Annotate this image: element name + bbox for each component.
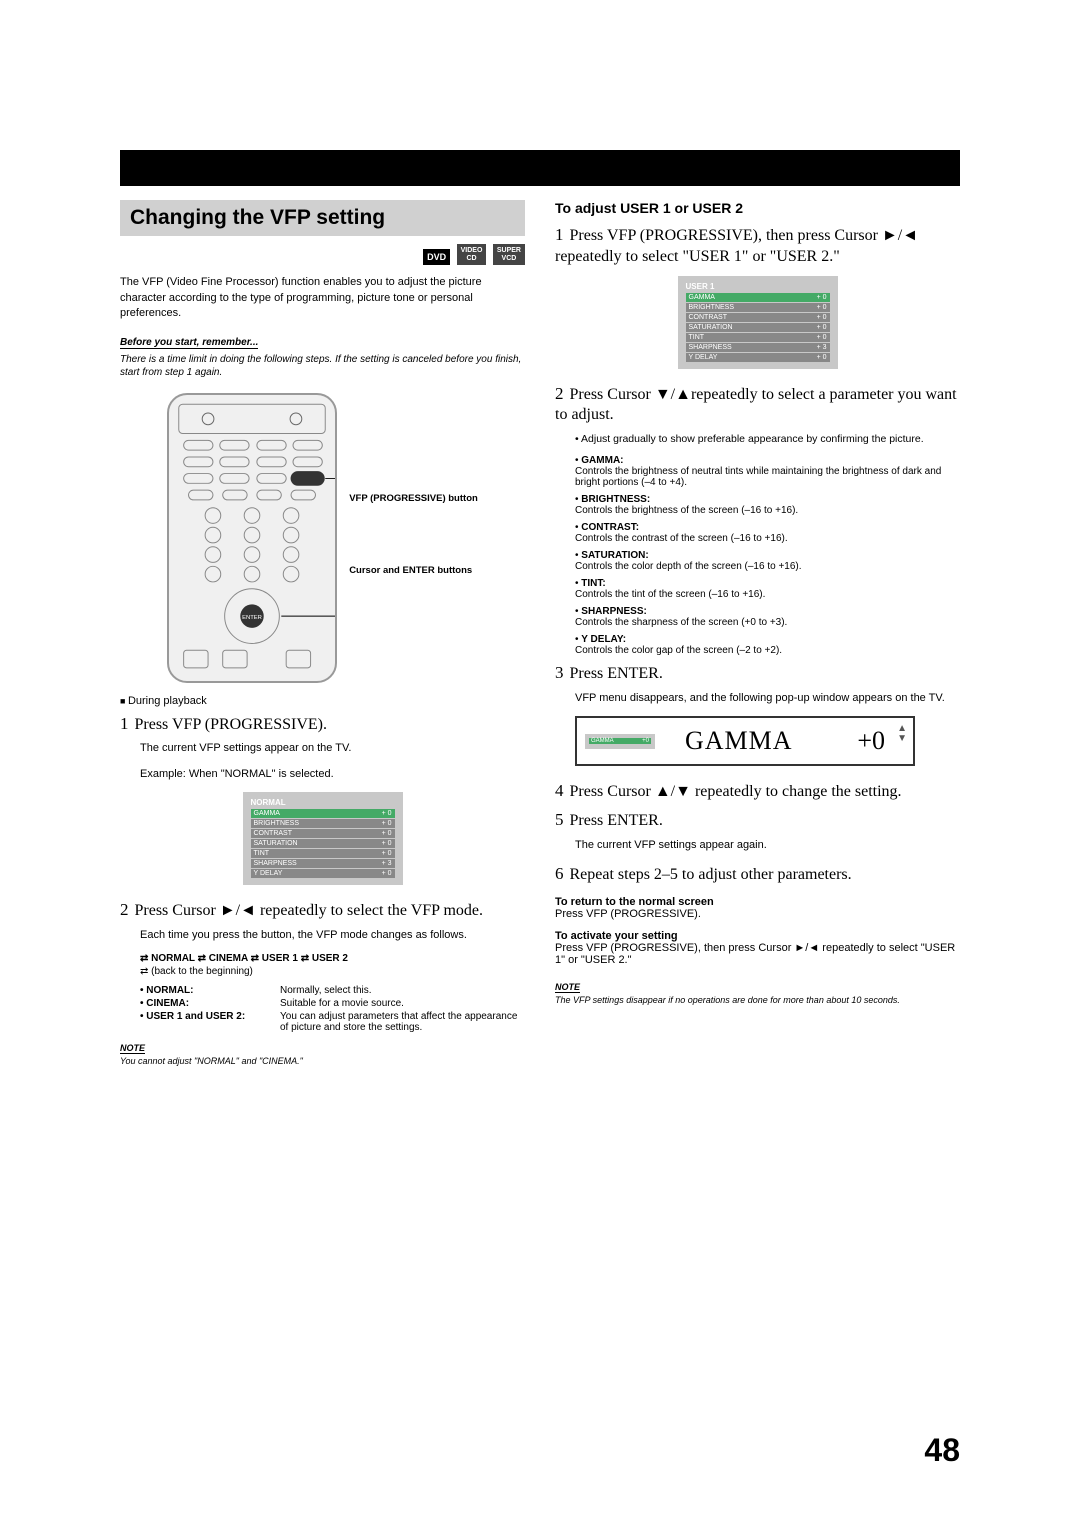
param-item: • BRIGHTNESS:Controls the brightness of … — [575, 494, 960, 516]
intro-text: The VFP (Video Fine Processor) function … — [120, 275, 525, 321]
badge-dvd: DVD — [423, 249, 450, 265]
right-step-5: 5Press ENTER. — [555, 809, 960, 832]
manual-page: Changing the VFP setting DVD VIDEOCD SUP… — [0, 0, 1080, 1529]
right-step-3-body: VFP menu disappears, and the following p… — [575, 691, 960, 706]
param-item: • CONTRAST:Controls the contrast of the … — [575, 522, 960, 544]
right-step-2: 2Press Cursor ▼/▲repeatedly to select a … — [555, 383, 960, 427]
vfp-row: Y DELAY+ 0 — [251, 869, 395, 878]
note-heading-left: NOTE — [120, 1043, 145, 1054]
vfp-settings-box-user1: USER 1 GAMMA+ 0BRIGHTNESS+ 0CONTRAST+ 0S… — [678, 276, 838, 369]
right-step-4-text: Press Cursor ▲/▼ repeatedly to change th… — [570, 783, 902, 800]
gamma-popup: GAMMA+0 GAMMA +0 ▲▼ — [575, 716, 915, 766]
left-step-2-text: Press Cursor ►/◄ repeatedly to select th… — [135, 902, 484, 919]
return-normal-body: Press VFP (PROGRESSIVE). — [555, 908, 960, 920]
cursor-enter-label: Cursor and ENTER buttons — [349, 565, 478, 577]
svg-text:ENTER: ENTER — [242, 615, 262, 621]
vfp-row: CONTRAST+ 0 — [251, 829, 395, 838]
note-body-right: The VFP settings disappear if no operati… — [555, 995, 960, 1007]
param-item: • SATURATION:Controls the color depth of… — [575, 550, 960, 572]
mode-back: ⇄ (back to the beginning) — [140, 966, 525, 977]
vfp-user-preset-name: USER 1 — [686, 282, 830, 291]
right-step-6: 6Repeat steps 2–5 to adjust other parame… — [555, 863, 960, 886]
activate-heading: To activate your setting — [555, 930, 960, 942]
mode-item: • CINEMA:Suitable for a movie source. — [140, 998, 525, 1009]
adjust-user-heading: To adjust USER 1 or USER 2 — [555, 200, 960, 216]
page-number: 48 — [924, 1432, 960, 1469]
vfp-row: SATURATION+ 0 — [251, 839, 395, 848]
mode-descriptions: • NORMAL:Normally, select this. • CINEMA:… — [140, 985, 525, 1033]
right-step-2-text: Press Cursor ▼/▲repeatedly to select a p… — [555, 386, 957, 424]
right-step-3-text: Press ENTER. — [570, 665, 663, 682]
badge-super-vcd: SUPERVCD — [493, 244, 525, 265]
vfp-preset-name: NORMAL — [251, 798, 395, 807]
disc-badges: DVD VIDEOCD SUPERVCD — [120, 244, 525, 265]
param-item: • Y DELAY:Controls the color gap of the … — [575, 634, 960, 656]
left-step-2: 2Press Cursor ►/◄ repeatedly to select t… — [120, 899, 525, 922]
popup-param-label: GAMMA — [685, 726, 793, 756]
left-column: Changing the VFP setting DVD VIDEOCD SUP… — [120, 200, 525, 1068]
right-step-5-body: The current VFP settings appear again. — [575, 838, 960, 853]
left-step-1-body1: The current VFP settings appear on the T… — [140, 741, 525, 756]
vfp-row: TINT+ 0 — [251, 849, 395, 858]
vfp-row: CONTRAST+ 0 — [686, 313, 830, 322]
left-step-1: 1Press VFP (PROGRESSIVE). — [120, 713, 525, 736]
vfp-row: GAMMA+ 0 — [686, 293, 830, 302]
badge-video-cd: VIDEOCD — [457, 244, 487, 265]
two-column-layout: Changing the VFP setting DVD VIDEOCD SUP… — [120, 200, 960, 1068]
right-column: To adjust USER 1 or USER 2 1Press VFP (P… — [555, 200, 960, 1068]
vfp-row: SHARPNESS+ 3 — [251, 859, 395, 868]
note-body-left: You cannot adjust "NORMAL" and "CINEMA." — [120, 1056, 525, 1068]
vfp-row: TINT+ 0 — [686, 333, 830, 342]
playback-precond: During playback — [120, 695, 525, 707]
activate-body: Press VFP (PROGRESSIVE), then press Curs… — [555, 942, 960, 966]
left-step-2-body: Each time you press the button, the VFP … — [140, 928, 525, 943]
mode-item: • NORMAL:Normally, select this. — [140, 985, 525, 996]
return-normal-heading: To return to the normal screen — [555, 896, 960, 908]
section-title: Changing the VFP setting — [120, 200, 525, 236]
right-step-4: 4Press Cursor ▲/▼ repeatedly to change t… — [555, 780, 960, 803]
vfp-row: SATURATION+ 0 — [686, 323, 830, 332]
remember-heading: Before you start, remember... — [120, 337, 258, 349]
remember-body: There is a time limit in doing the follo… — [120, 353, 525, 379]
vfp-row: SHARPNESS+ 3 — [686, 343, 830, 352]
right-step-1: 1Press VFP (PROGRESSIVE), then press Cur… — [555, 224, 960, 268]
remote-diagram: ENTER VFP (PROGRESSIVE) button Cursor an… — [120, 393, 525, 683]
note-heading-right: NOTE — [555, 982, 580, 993]
header-black-bar — [120, 150, 960, 186]
vfp-row: BRIGHTNESS+ 0 — [251, 819, 395, 828]
param-item: • GAMMA:Controls the brightness of neutr… — [575, 455, 960, 488]
popup-param-value: +0 — [857, 726, 885, 756]
popup-mini-settings: GAMMA+0 — [585, 734, 655, 749]
remote-callouts: VFP (PROGRESSIVE) button Cursor and ENTE… — [349, 438, 478, 638]
popup-updown-icon: ▲▼ — [897, 724, 907, 744]
parameter-list: • GAMMA:Controls the brightness of neutr… — [575, 455, 960, 656]
right-step-5-text: Press ENTER. — [570, 812, 663, 829]
left-step-1-text: Press VFP (PROGRESSIVE). — [135, 716, 327, 733]
vfp-row: Y DELAY+ 0 — [686, 353, 830, 362]
right-step-1-text: Press VFP (PROGRESSIVE), then press Curs… — [555, 227, 918, 265]
vfp-row: BRIGHTNESS+ 0 — [686, 303, 830, 312]
left-step-1-body2: Example: When "NORMAL" is selected. — [140, 767, 525, 782]
right-step-3: 3Press ENTER. — [555, 662, 960, 685]
right-step-6-text: Repeat steps 2–5 to adjust other paramet… — [570, 866, 852, 883]
mode-item: • USER 1 and USER 2:You can adjust param… — [140, 1011, 525, 1033]
param-item: • TINT:Controls the tint of the screen (… — [575, 578, 960, 600]
param-item: • SHARPNESS:Controls the sharpness of th… — [575, 606, 960, 628]
mode-sequence: ⇄ NORMAL ⇄ CINEMA ⇄ USER 1 ⇄ USER 2 — [140, 953, 525, 964]
vfp-row: GAMMA+ 0 — [251, 809, 395, 818]
vfp-settings-box-normal: NORMAL GAMMA+ 0BRIGHTNESS+ 0CONTRAST+ 0S… — [243, 792, 403, 885]
remote-control-icon: ENTER — [167, 393, 337, 683]
right-step-2-bullet: Adjust gradually to show preferable appe… — [575, 432, 960, 447]
vfp-button-label: VFP (PROGRESSIVE) button — [349, 493, 478, 505]
